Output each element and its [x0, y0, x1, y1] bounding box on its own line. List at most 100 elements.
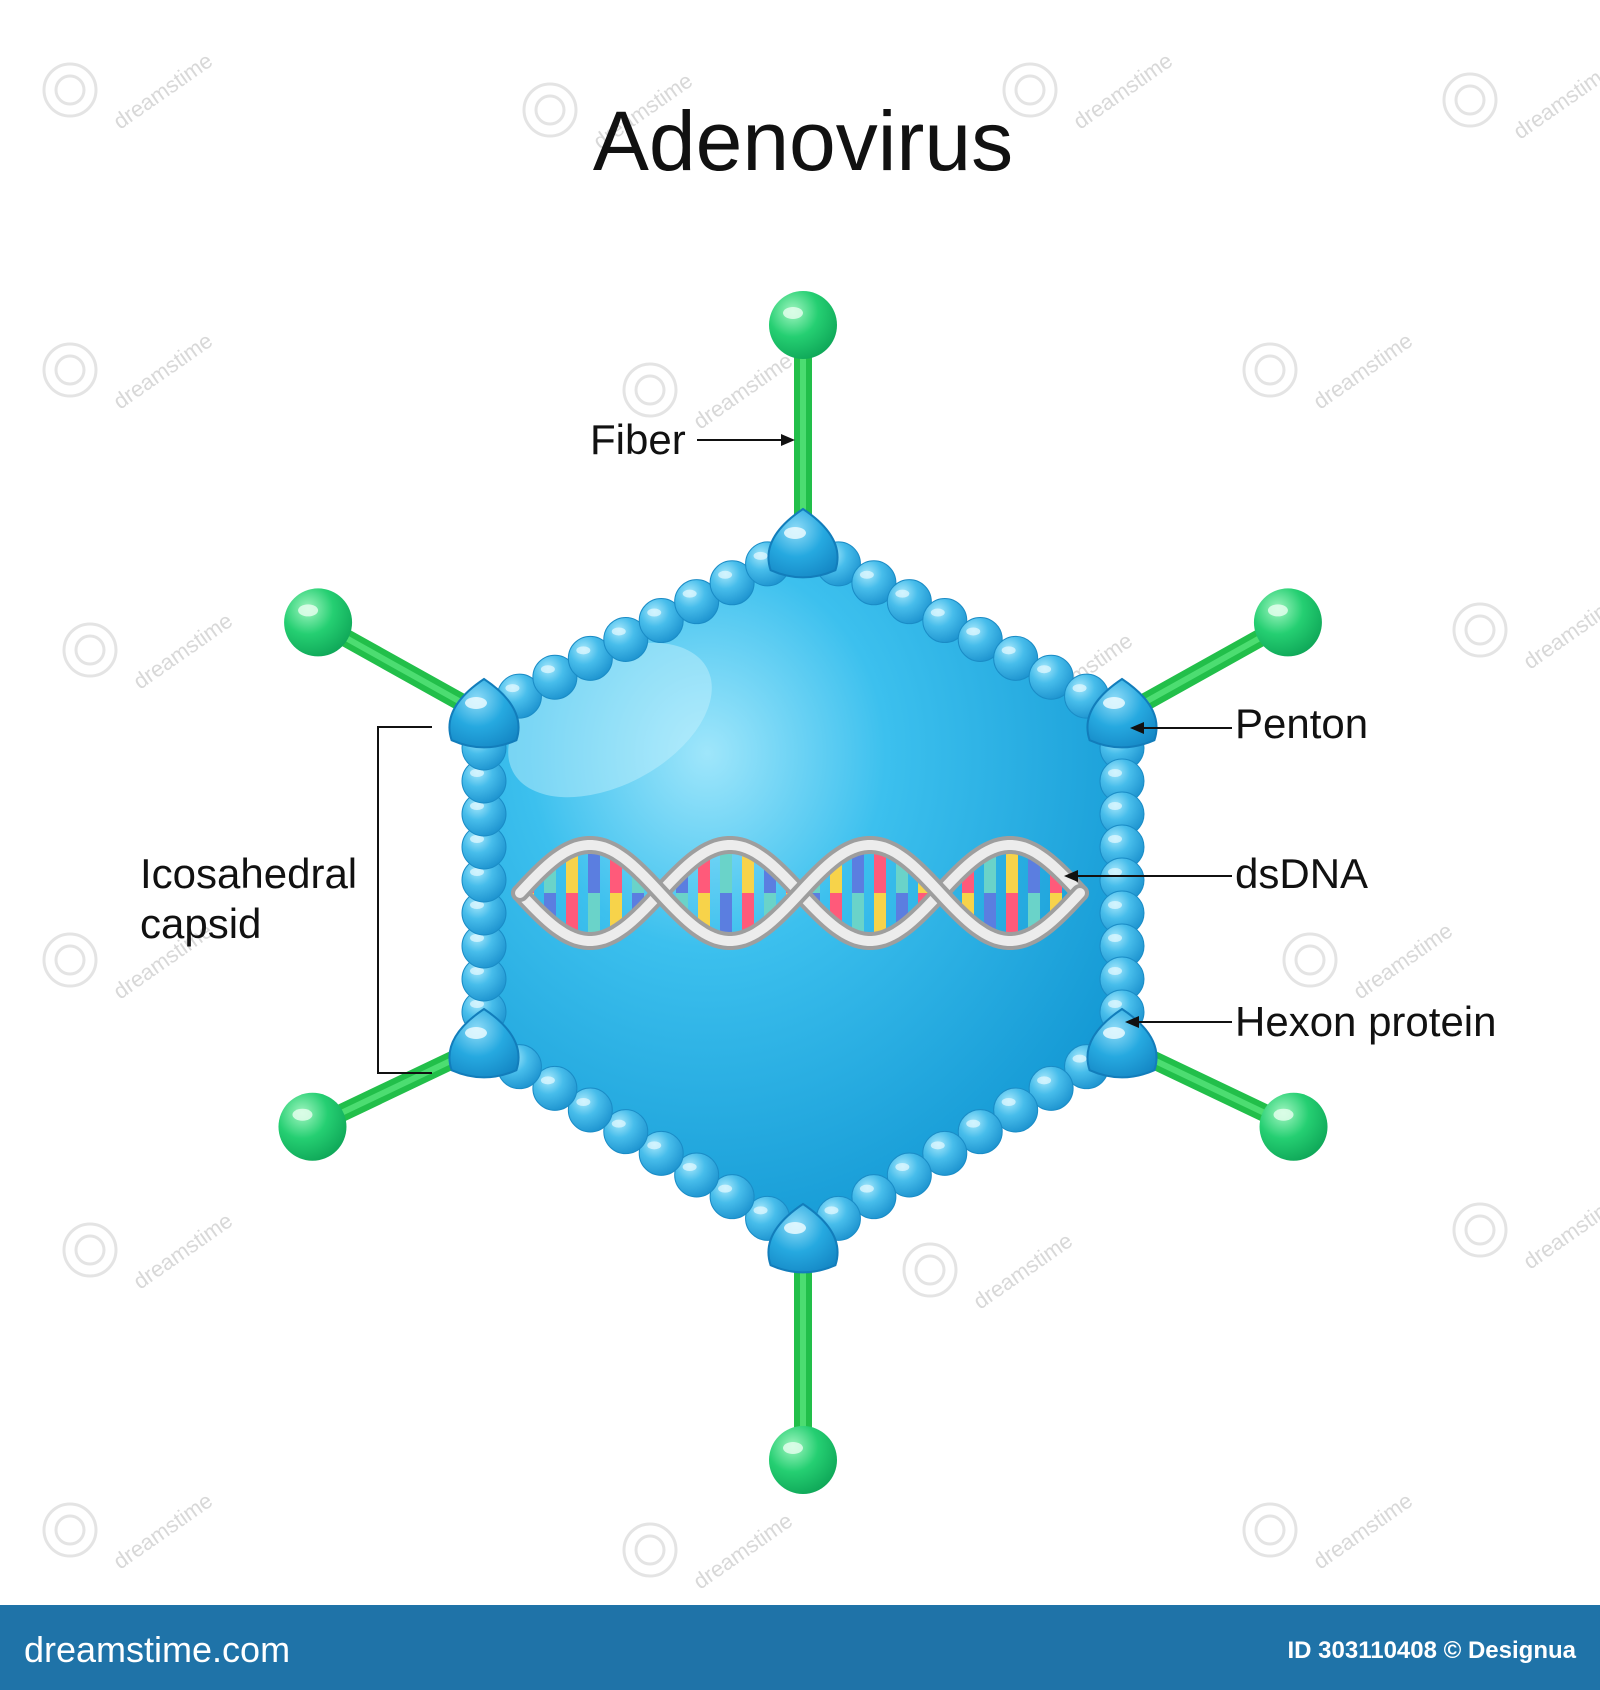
fiber-arrowhead: [781, 434, 795, 446]
penton-shine: [465, 697, 487, 709]
dsdna-helix: [511, 836, 1089, 950]
hexon-bead-shine: [505, 684, 520, 693]
watermark-swirl-icon: [1242, 342, 1298, 398]
penton-shine: [784, 1222, 806, 1234]
hexon-bead-shine: [930, 1141, 945, 1150]
watermark-swirl-inner: [1254, 1514, 1286, 1546]
penton-base: [448, 677, 520, 749]
watermark-text: dreamstime: [1519, 588, 1600, 674]
footer-bar: [0, 1605, 1600, 1690]
watermark-swirl-icon: [1242, 1502, 1298, 1558]
watermark-text: dreamstime: [129, 1208, 237, 1294]
watermark-swirl-inner: [54, 944, 86, 976]
watermark-swirl-inner: [534, 94, 566, 126]
watermark-swirl-inner: [74, 634, 106, 666]
watermark-text: dreamstime: [689, 348, 797, 434]
watermark-swirl-inner: [54, 74, 86, 106]
watermark-text: dreamstime: [969, 1228, 1077, 1314]
hexon-bead-shine: [1108, 802, 1122, 810]
base-pair-half: [1006, 893, 1018, 941]
dsdna-label: dsDNA: [1235, 850, 1368, 897]
hexon-bead-shine: [1108, 1000, 1122, 1008]
hexon-bead-shine: [966, 1119, 981, 1128]
hexon-bead-shine: [540, 1076, 555, 1085]
hexon-bead-shine: [576, 1098, 591, 1106]
fiber-knob: [1253, 588, 1322, 657]
watermark-text: dreamstime: [109, 48, 217, 134]
fiber-knob: [284, 588, 353, 657]
dsdna-arrowhead: [1064, 870, 1078, 882]
fiber-knob: [1259, 1092, 1328, 1161]
base-pair-half: [852, 846, 864, 893]
watermark-swirl-inner: [1294, 944, 1326, 976]
footer-brand: dreamstime.com: [24, 1629, 290, 1670]
watermark-swirl-icon: [1452, 602, 1508, 658]
penton-base: [767, 1202, 839, 1274]
hexon-bead-shine: [1072, 1054, 1087, 1063]
watermark-swirl-inner: [1464, 1214, 1496, 1246]
watermark-text: dreamstime: [689, 1508, 797, 1594]
hexon-bead-shine: [1108, 901, 1122, 909]
penton-shine: [1103, 1027, 1125, 1039]
hexon-arrowhead: [1125, 1016, 1139, 1028]
hexon-bead-shine: [470, 1000, 484, 1008]
watermark-swirl-icon: [622, 1522, 678, 1578]
hexon-bead-shine: [859, 570, 874, 579]
hexon-bead-shine: [540, 665, 555, 674]
watermark-text: dreamstime: [109, 1488, 217, 1574]
watermark-swirl-icon: [1452, 1202, 1508, 1258]
base-pair-half: [720, 845, 732, 893]
watermark-swirl-inner: [74, 1234, 106, 1266]
hexon-bead-shine: [753, 551, 768, 560]
fiber-knob: [278, 1092, 347, 1161]
dna-backbone-strand-b-highlight: [515, 840, 1085, 946]
watermark-swirl-icon: [42, 342, 98, 398]
hexon-bead-shine: [682, 589, 697, 598]
hexon-bead-shine: [470, 967, 484, 975]
fiber-knob-shine: [1273, 1108, 1294, 1121]
penton-shine: [1103, 697, 1125, 709]
hexon-bead-shine: [966, 627, 981, 636]
hexon-bead-shine: [718, 1184, 733, 1193]
watermark-swirl-icon: [1002, 62, 1058, 118]
penton-shine: [784, 527, 806, 539]
base-pair-half: [1006, 845, 1018, 893]
page-title: Adenovirus: [593, 94, 1013, 188]
base-pair-half: [588, 893, 600, 941]
watermark-text: dreamstime: [1349, 918, 1457, 1004]
hexon-bead-shine: [576, 646, 591, 655]
fiber-knob: [769, 1426, 837, 1494]
hexon-bead-shine: [1108, 769, 1122, 777]
watermark-swirl-icon: [622, 362, 678, 418]
hexon-bead-shine: [895, 589, 910, 598]
fiber-knob-shine: [783, 1442, 803, 1454]
hexon-protein-label: Hexon protein: [1235, 998, 1497, 1045]
hexon-bead-shine: [1072, 684, 1087, 693]
hexon-bead-shine: [611, 627, 626, 636]
hexon-bead-shine: [718, 570, 733, 579]
watermark-swirl-icon: [1282, 932, 1338, 988]
hexon-bead-shine: [1108, 835, 1122, 843]
watermark-swirl-icon: [42, 1502, 98, 1558]
hexon-bead-shine: [470, 835, 484, 843]
hexon-bead-shine: [470, 868, 484, 876]
watermark-swirl-inner: [1014, 74, 1046, 106]
watermark-text: dreamstime: [109, 328, 217, 414]
base-pair-half: [588, 845, 600, 893]
hexon-bead-shine: [470, 769, 484, 777]
watermark-swirl-inner: [634, 374, 666, 406]
base-pair-half: [852, 893, 864, 940]
fiber-knob: [769, 291, 837, 359]
watermark-swirl-icon: [522, 82, 578, 138]
base-pair-half: [720, 893, 732, 941]
footer-credit: ID 303110408 © Designua: [1287, 1637, 1576, 1664]
watermark-swirl-inner: [914, 1254, 946, 1286]
watermark-swirl-inner: [54, 354, 86, 386]
base-pair-half: [874, 893, 886, 940]
capsid-label-line1: Icosahedral: [140, 850, 357, 897]
hexon-bead-shine: [470, 934, 484, 942]
penton-base: [448, 1007, 520, 1079]
watermark-swirl-inner: [634, 1534, 666, 1566]
hexon-bead-shine: [682, 1163, 697, 1171]
